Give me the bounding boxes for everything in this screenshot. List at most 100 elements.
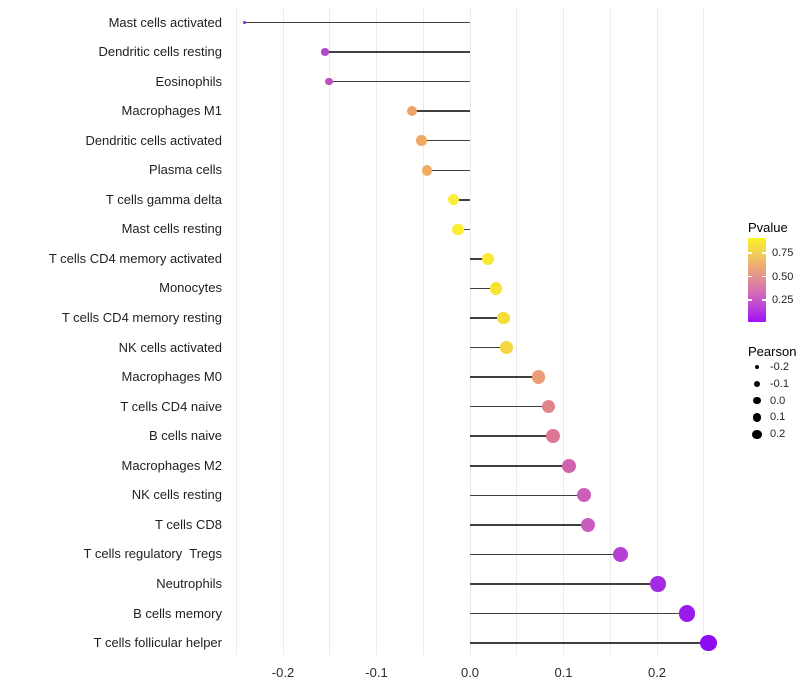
row-label: Monocytes — [159, 280, 222, 296]
row-label: Macrophages M0 — [121, 369, 222, 385]
row-label: Eosinophils — [155, 73, 223, 89]
x-tick-label: -0.1 — [365, 665, 388, 680]
row-label: B cells memory — [133, 605, 222, 621]
x-tick-label: -0.2 — [271, 665, 295, 680]
data-point — [546, 429, 561, 443]
stem — [470, 346, 507, 349]
data-point — [531, 370, 545, 384]
x-tick-label: 0.2 — [647, 665, 667, 680]
stem — [470, 465, 570, 467]
row-label: NK cells resting — [131, 487, 222, 503]
data-point — [421, 164, 433, 176]
colorbar-tick — [762, 299, 766, 301]
row-label: NK cells activated — [118, 339, 222, 355]
stem — [328, 80, 470, 83]
colorbar-tick-label: 0.50 — [772, 270, 794, 283]
data-point — [700, 634, 717, 652]
pearson-size-dot — [752, 413, 762, 422]
data-point — [447, 194, 459, 206]
gridline — [516, 8, 518, 655]
data-point — [613, 546, 629, 562]
pearson-size-label: -0.1 — [770, 377, 789, 390]
data-point — [576, 488, 592, 503]
data-point — [650, 576, 666, 592]
colorbar-tick-label: 0.25 — [772, 294, 794, 307]
pearson-size-label: 0.2 — [770, 428, 786, 441]
colorbar-tick — [748, 299, 752, 301]
colorbar-tick — [762, 252, 766, 254]
stem — [470, 317, 504, 319]
pearson-size-dot — [753, 396, 761, 405]
data-point — [325, 77, 333, 86]
stem — [457, 228, 470, 231]
gridline — [656, 8, 658, 655]
data-point — [416, 135, 427, 146]
colorbar-tick — [748, 275, 752, 278]
data-point — [678, 605, 696, 622]
stem — [470, 287, 497, 290]
stem — [470, 435, 554, 437]
row-label: Neutrophils — [156, 575, 222, 591]
data-point — [243, 21, 247, 24]
x-tick-label: 0.1 — [554, 665, 573, 680]
data-point — [500, 341, 513, 354]
row-label: T cells gamma delta — [105, 191, 222, 207]
gridline — [376, 8, 377, 655]
row-label: Mast cells activated — [108, 14, 222, 30]
data-point — [321, 48, 329, 56]
stem — [426, 169, 470, 171]
gridline — [469, 8, 471, 655]
pearson-legend-title: Pearson — [748, 344, 797, 359]
row-label: T cells CD8 — [155, 516, 222, 532]
x-tick-label: 0.0 — [460, 665, 480, 680]
stem — [470, 405, 549, 408]
colorbar-tick — [762, 275, 766, 278]
stem — [470, 258, 488, 260]
colorbar-tick-label: 0.75 — [772, 247, 794, 260]
data-point — [406, 106, 418, 117]
row-label: T cells regulatory Tregs — [83, 546, 222, 562]
row-label: Dendritic cells activated — [85, 132, 222, 148]
row-label: B cells naive — [149, 428, 222, 444]
stem — [470, 612, 687, 615]
data-point — [541, 399, 556, 414]
gridline — [609, 8, 611, 655]
stem — [470, 553, 621, 556]
pearson-size-dot — [753, 380, 761, 387]
row-label: T cells follicular helper — [93, 635, 222, 651]
stem — [325, 51, 470, 53]
gridline — [422, 8, 424, 655]
stem — [470, 642, 709, 644]
stem — [244, 21, 470, 24]
pearson-size-label: 0.1 — [770, 411, 786, 424]
stem — [470, 494, 585, 497]
data-point — [481, 252, 494, 265]
pearson-size-label: -0.2 — [770, 361, 789, 373]
stem — [412, 110, 470, 112]
stem — [470, 583, 658, 585]
gridline — [282, 8, 284, 655]
data-point — [452, 223, 464, 236]
gridline — [563, 8, 564, 655]
stem — [470, 524, 588, 526]
row-label: T cells CD4 memory activated — [48, 250, 222, 266]
gridline — [235, 8, 237, 655]
pearson-size-dot — [752, 429, 762, 439]
stem — [421, 139, 470, 142]
pvalue-colorbar-gradient — [748, 238, 766, 322]
gridline — [329, 8, 331, 655]
data-point — [497, 311, 510, 325]
data-point — [489, 282, 503, 295]
row-label: T cells CD4 memory resting — [61, 310, 222, 325]
pvalue-legend-title: Pvalue — [748, 220, 788, 235]
row-label: Mast cells resting — [121, 221, 222, 237]
pearson-size-dot — [754, 364, 760, 370]
pearson-size-label: 0.0 — [770, 394, 786, 407]
colorbar-tick — [748, 252, 752, 254]
row-label: Macrophages M1 — [121, 103, 222, 119]
row-label: Dendritic cells resting — [98, 44, 222, 60]
gridline — [703, 8, 705, 655]
stem — [470, 376, 539, 378]
row-label: T cells CD4 naive — [120, 398, 222, 414]
